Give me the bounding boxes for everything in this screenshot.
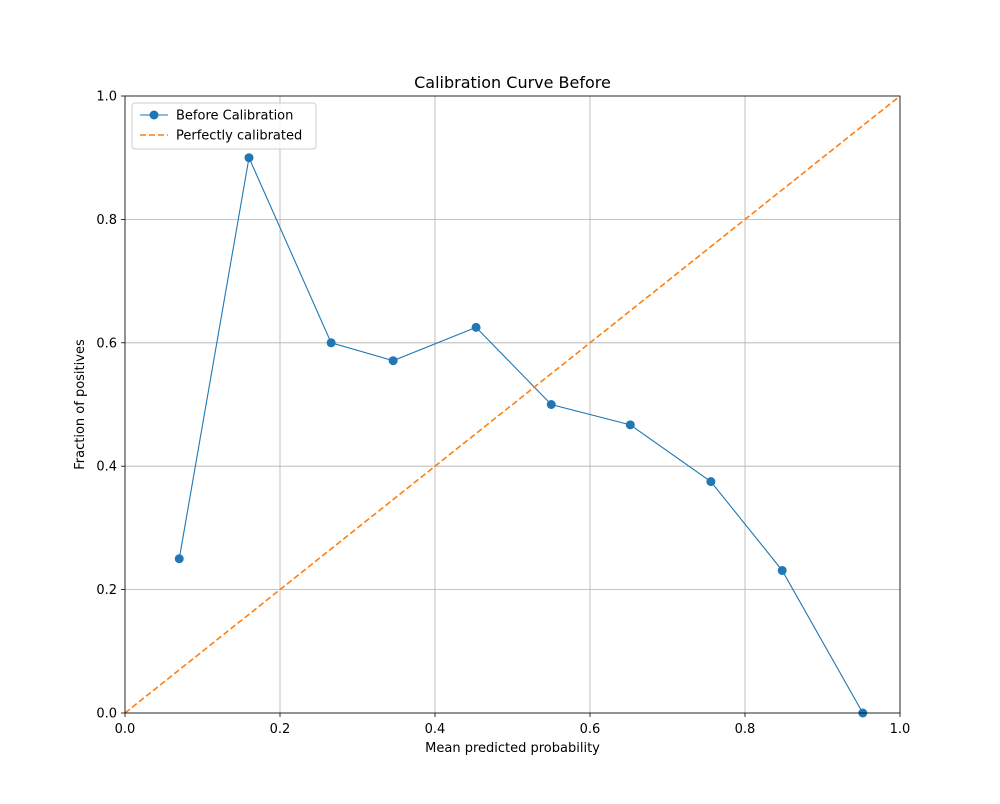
data-point (326, 338, 336, 348)
data-point (546, 400, 556, 409)
x-tick-label: 0.4 (425, 722, 446, 737)
x-tick-label: 0.0 (115, 722, 136, 737)
legend-box (131, 102, 317, 150)
plot-frame (124, 95, 901, 714)
y-tick-label: 0.2 (96, 583, 117, 598)
legend-label: Before Calibration (176, 109, 293, 124)
legend: Before Calibration Perfectly calibrated (131, 102, 317, 150)
series-line-1 (124, 95, 901, 714)
chart-title: Calibration Curve Before (414, 73, 611, 92)
series-line-0 (178, 155, 864, 714)
x-axis-label: Mean predicted probability (425, 741, 600, 756)
legend-label: Perfectly calibrated (176, 129, 302, 144)
x-tick-label: 0.2 (270, 722, 291, 737)
y-tick-label: 1.0 (96, 90, 117, 105)
data-point (625, 420, 635, 430)
x-tick-label: 0.6 (580, 722, 601, 737)
plot-series (124, 95, 901, 718)
legend-swatch-marker (149, 110, 159, 120)
axes: 0.0 0.2 0.4 0.6 0.8 1.0 0.0 0.2 0.4 0.6 0.8 1.0 (96, 90, 910, 738)
x-tick-label: 1.0 (890, 722, 911, 737)
y-tick-label: 0.4 (96, 460, 117, 475)
data-point (777, 565, 787, 575)
data-point (471, 322, 481, 332)
data-point (706, 477, 716, 487)
data-point (388, 356, 398, 366)
data-point (174, 554, 184, 564)
y-tick-label: 0.8 (96, 213, 117, 228)
data-point (244, 153, 254, 163)
y-tick-label: 0.0 (96, 707, 117, 722)
x-tick-label: 0.8 (735, 722, 756, 737)
y-tick-label: 0.6 (96, 336, 117, 351)
y-axis-label: Fraction of positives (73, 339, 88, 470)
